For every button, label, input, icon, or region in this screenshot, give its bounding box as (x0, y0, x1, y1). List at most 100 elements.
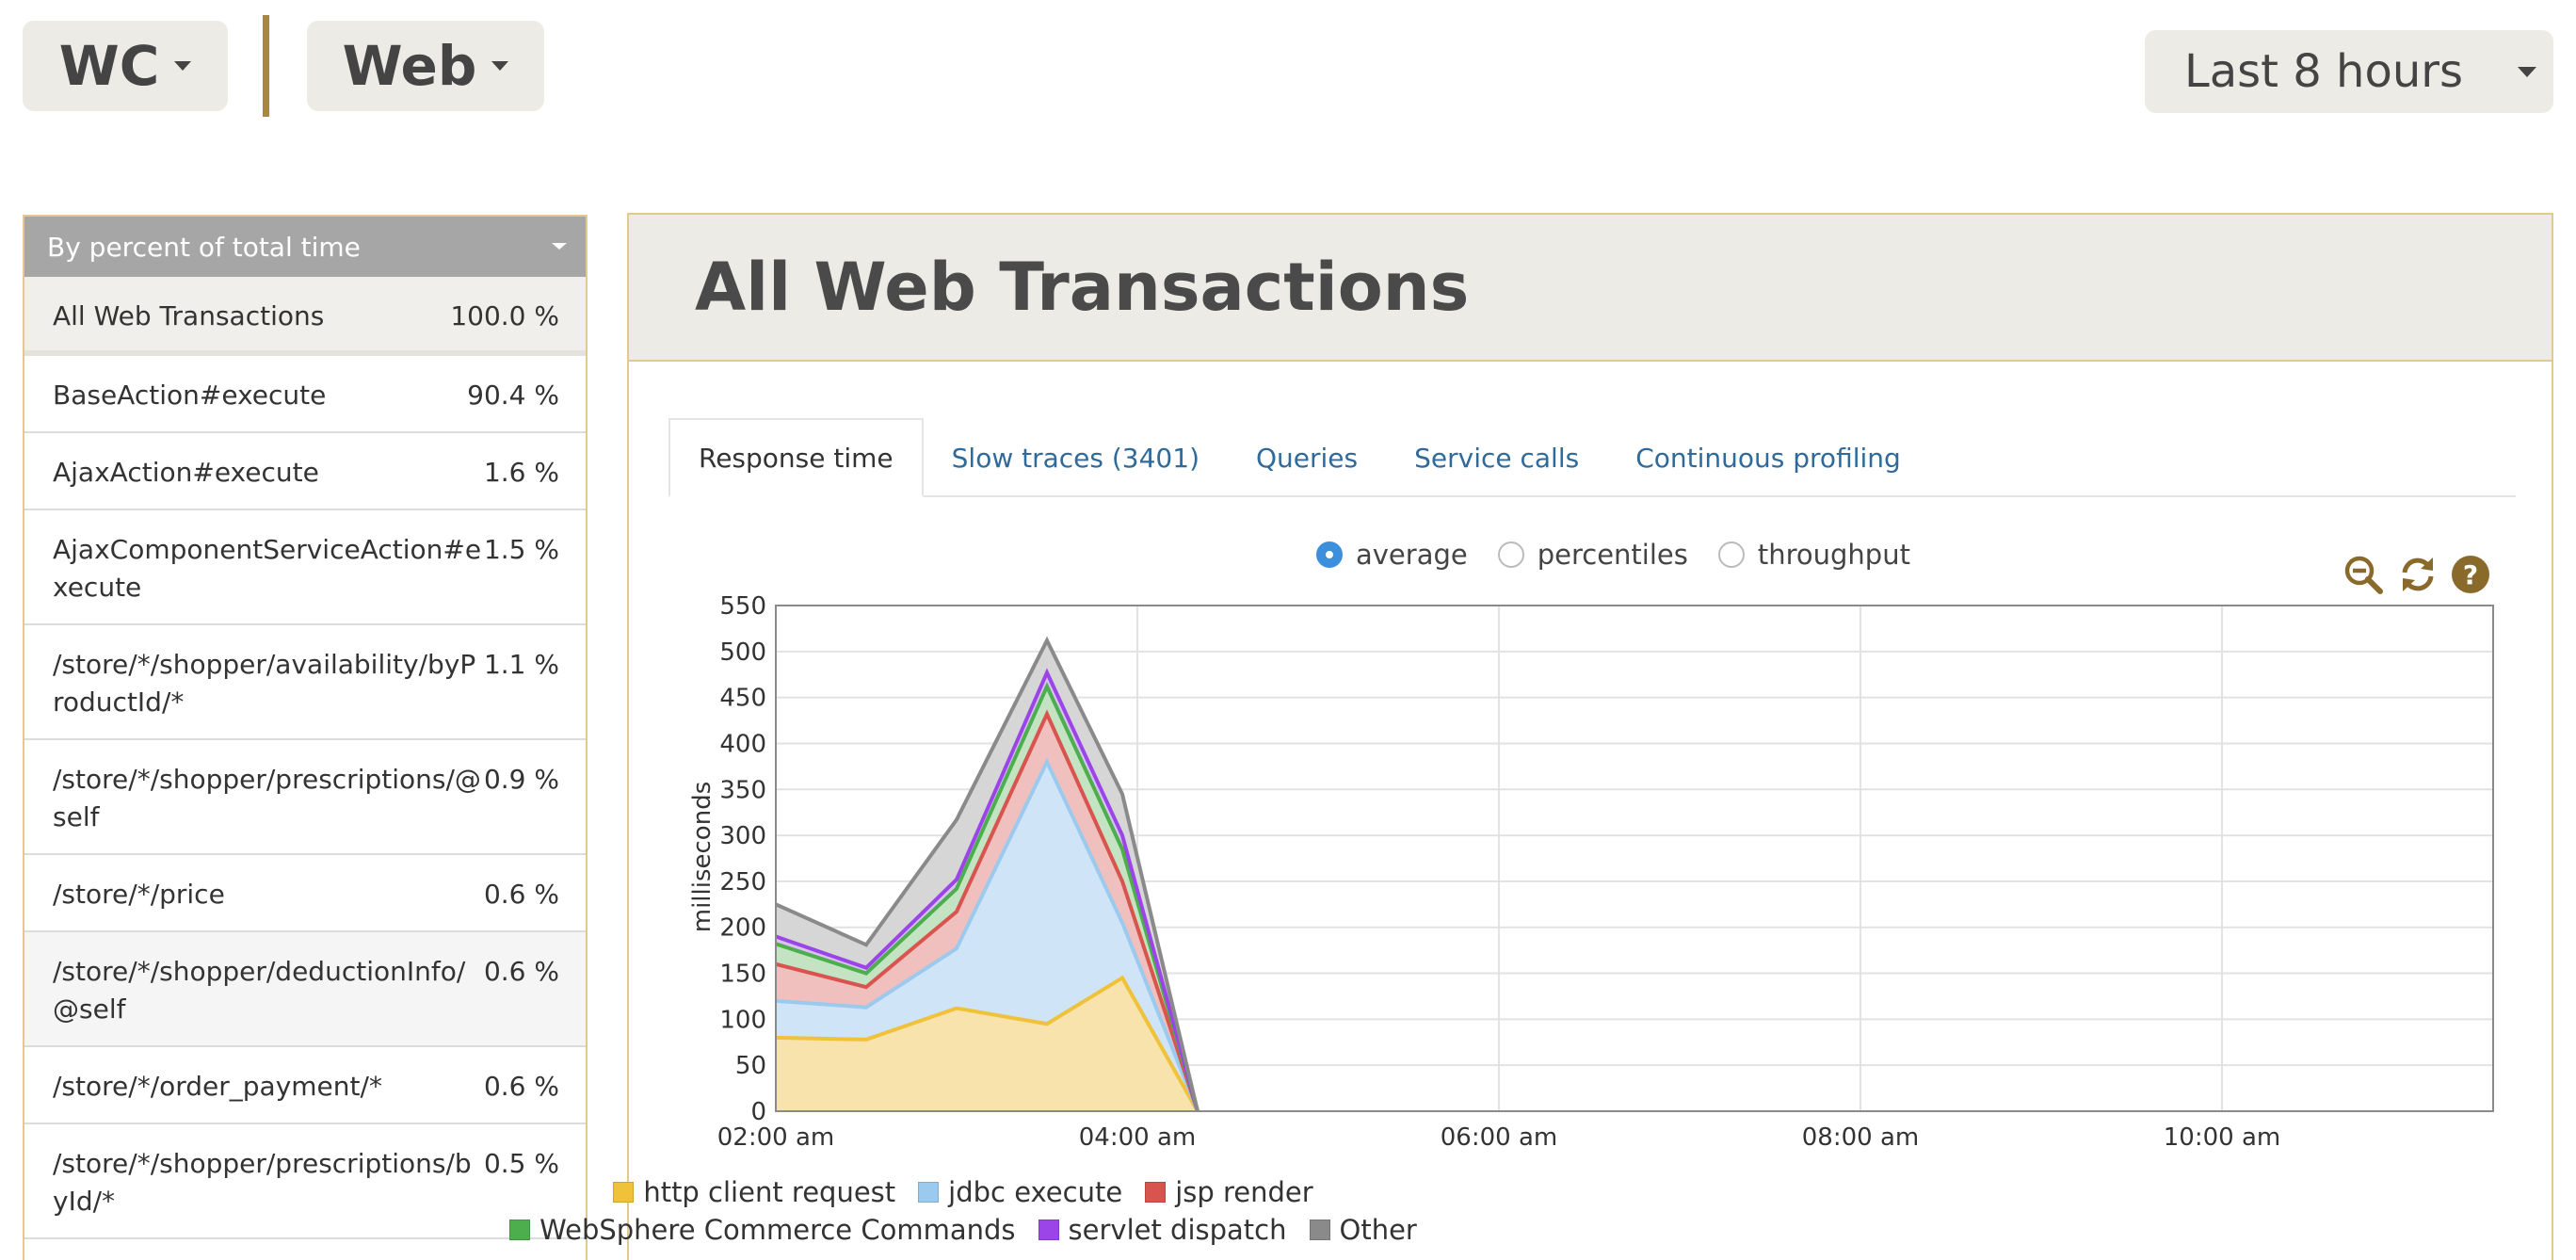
transaction-item[interactable]: BaseAction#execute 90.4 % (24, 356, 586, 433)
transaction-name: /store/*/shopper/prescriptions/@self (53, 764, 481, 832)
transaction-name: All Web Transactions (53, 300, 325, 331)
zoom-out-icon[interactable] (2343, 554, 2384, 595)
transaction-percent: 0.5 % (483, 1148, 559, 1179)
transaction-name: AjaxComponentServiceAction#execute (53, 534, 482, 603)
time-range-dropdown[interactable]: Last 8 hours (2145, 30, 2553, 113)
x-tick-label: 06:00 am (1441, 1123, 1557, 1152)
transaction-detail-panel: All Web Transactions Response time Slow … (627, 213, 2553, 1260)
transaction-item[interactable]: /store/*/price 0.6 % (24, 855, 586, 932)
radio-average[interactable]: average (1316, 539, 1468, 571)
transaction-item[interactable]: AjaxComponentServiceAction#execute 1.5 % (24, 510, 586, 625)
series-line-4 (775, 668, 1199, 1112)
refresh-icon[interactable] (2397, 554, 2439, 595)
tab-service-calls[interactable]: Service calls (1414, 442, 1580, 474)
help-icon[interactable]: ? (2450, 554, 2491, 595)
x-axis: 02:00 am 04:00 am 06:00 am 08:00 am 10:00 am (717, 1123, 2280, 1152)
legend-item[interactable]: servlet dispatch (1038, 1214, 1287, 1246)
legend-label: WebSphere Commerce Commands (539, 1214, 1016, 1246)
legend-item[interactable]: jsp render (1145, 1176, 1313, 1208)
y-tick-label: 450 (719, 685, 766, 713)
transaction-item[interactable]: /store/*/shopper/prescriptions/byId/* 0.… (24, 1124, 586, 1239)
tab-slow-traces[interactable]: Slow traces (3401) (951, 442, 1199, 474)
transaction-type-dropdown[interactable]: Web (307, 21, 544, 111)
y-tick-label: 0 (750, 1098, 766, 1126)
transaction-item[interactable]: /store/*/order_payment/* 0.6 % (24, 1047, 586, 1124)
radio-percentiles[interactable]: percentiles (1497, 539, 1688, 571)
area-jdbc-execute (776, 761, 1198, 1111)
sort-dropdown[interactable]: By percent of total time (24, 217, 586, 277)
legend-item[interactable]: http client request (613, 1176, 895, 1208)
y-tick-label: 250 (719, 868, 766, 897)
series-line-0 (775, 975, 1199, 1112)
transaction-name: /store/*/shopper/availability/byProductI… (53, 649, 476, 718)
tab-continuous-profiling[interactable]: Continuous profiling (1635, 442, 1901, 474)
legend-item[interactable]: Other (1309, 1214, 1417, 1246)
transaction-item[interactable]: /store/*/shopper/prescriptions/@self 0.9… (24, 740, 586, 855)
series-line-2 (775, 709, 1199, 1112)
chart-legend: http client request jdbc execute jsp ren… (0, 1173, 1926, 1249)
transaction-percent: 1.5 % (483, 534, 559, 565)
transaction-name: /store/*/shopper/deductionInfo/@self (53, 956, 466, 1025)
transaction-name: /store/*/price (53, 879, 225, 910)
transaction-percent: 0.9 % (483, 764, 559, 795)
y-tick-label: 550 (719, 592, 766, 621)
y-tick-label: 100 (719, 1006, 766, 1034)
radio-button-icon (1497, 541, 1524, 568)
radio-throughput[interactable]: throughput (1717, 539, 1910, 571)
transaction-name: /store/*/shopper/prescriptions/byId/* (53, 1148, 472, 1217)
transaction-item-all[interactable]: All Web Transactions 100.0 % (24, 277, 586, 356)
transaction-percent: 1.1 % (483, 649, 559, 680)
y-tick-label: 300 (719, 822, 766, 850)
transaction-item[interactable]: AjaxAction#execute 1.6 % (24, 433, 586, 510)
transaction-item[interactable]: /store/*/shopper/deductionInfo/@self 0.6… (24, 932, 586, 1047)
tab-queries[interactable]: Queries (1256, 442, 1359, 474)
legend-swatch (918, 1182, 940, 1203)
transaction-name: /store/*/order_payment/* (53, 1071, 382, 1102)
y-axis: 0 50 100 150 200 250 300 350 400 450 500 550 (719, 592, 766, 1126)
chart-mode-selector: average percentiles throughput (1316, 539, 1940, 571)
agent-dropdown[interactable]: WC (23, 21, 228, 111)
area-http-client-request (776, 977, 1198, 1111)
series-line-5 (775, 636, 1199, 1112)
legend-label: jsp render (1175, 1176, 1313, 1208)
transaction-percent: 100.0 % (450, 300, 559, 331)
tab-response-time[interactable]: Response time (668, 418, 924, 497)
y-axis-label: milliseconds (688, 782, 716, 933)
transaction-item[interactable]: /store/*/shopper/availability/byProductI… (24, 625, 586, 740)
transaction-percent: 1.6 % (483, 457, 559, 488)
tab-bar: Response time Slow traces (3401) Queries… (668, 418, 2516, 497)
legend-label: Other (1339, 1214, 1417, 1246)
transaction-name: BaseAction#execute (53, 380, 327, 411)
agent-dropdown-label: WC (58, 34, 160, 98)
area-websphere-commerce-commands (776, 686, 1198, 1111)
legend-swatch (1038, 1220, 1059, 1240)
legend-label: servlet dispatch (1068, 1214, 1287, 1246)
radio-button-icon (1316, 541, 1343, 568)
radio-button-icon (1717, 541, 1745, 568)
sort-dropdown-label: By percent of total time (47, 231, 361, 263)
transaction-percent: 90.4 % (467, 380, 559, 411)
y-tick-label: 200 (719, 914, 766, 943)
legend-item[interactable]: WebSphere Commerce Commands (509, 1214, 1016, 1246)
area-other (776, 640, 1198, 1111)
radio-label: throughput (1757, 539, 1910, 571)
legend-swatch (613, 1182, 635, 1203)
page-title: All Web Transactions (695, 249, 1470, 326)
series-line-3 (775, 682, 1199, 1112)
x-tick-label: 10:00 am (2164, 1123, 2280, 1152)
radio-label: average (1356, 539, 1468, 571)
chart-lines (775, 636, 1199, 1112)
legend-item[interactable]: jdbc execute (918, 1176, 1122, 1208)
y-tick-label: 350 (719, 776, 766, 804)
y-tick-label: 50 (735, 1052, 766, 1080)
chevron-down-icon (491, 61, 509, 71)
transaction-percent: 0.6 % (483, 879, 559, 910)
time-range-label: Last 8 hours (2184, 45, 2463, 98)
x-tick-label: 04:00 am (1079, 1123, 1196, 1152)
plot-frame (775, 605, 2494, 1112)
chevron-down-icon (174, 61, 192, 71)
transaction-percent: 0.6 % (483, 956, 559, 987)
header-divider (263, 15, 269, 117)
chevron-down-icon (2518, 66, 2536, 77)
